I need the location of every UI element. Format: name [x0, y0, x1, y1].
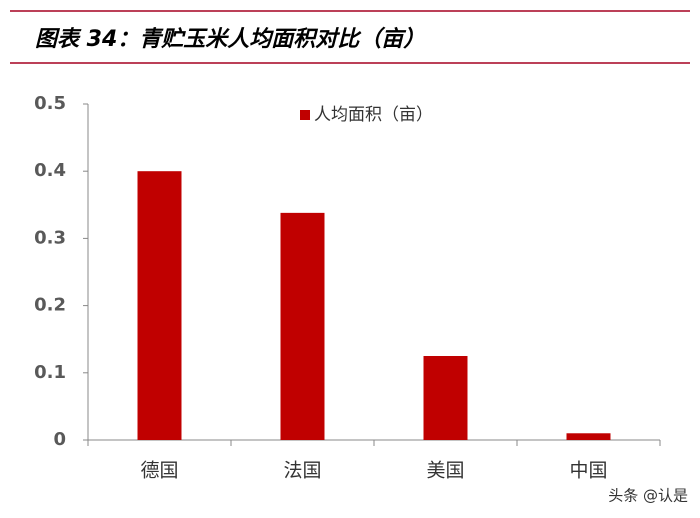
y-tick-label: 0.4 — [34, 160, 66, 181]
y-tick-label: 0.5 — [34, 93, 66, 114]
y-tick-label: 0.3 — [34, 227, 66, 248]
bar — [280, 212, 325, 440]
bar — [423, 356, 468, 440]
y-tick-label: 0 — [53, 429, 66, 450]
bar — [566, 433, 611, 440]
x-tick-label: 中国 — [569, 460, 607, 482]
chart-title: 图表 34：青贮玉米人均面积对比（亩） — [35, 26, 425, 52]
x-tick-label: 德国 — [140, 460, 178, 482]
legend-swatch — [300, 110, 310, 120]
x-tick-label: 美国 — [426, 460, 464, 482]
bar — [137, 171, 182, 440]
watermark: 头条 @认是 — [608, 487, 688, 505]
y-tick-label: 0.1 — [34, 362, 66, 383]
y-tick-label: 0.2 — [34, 295, 66, 316]
legend-label: 人均面积（亩） — [314, 105, 433, 125]
x-tick-label: 法国 — [283, 460, 321, 482]
